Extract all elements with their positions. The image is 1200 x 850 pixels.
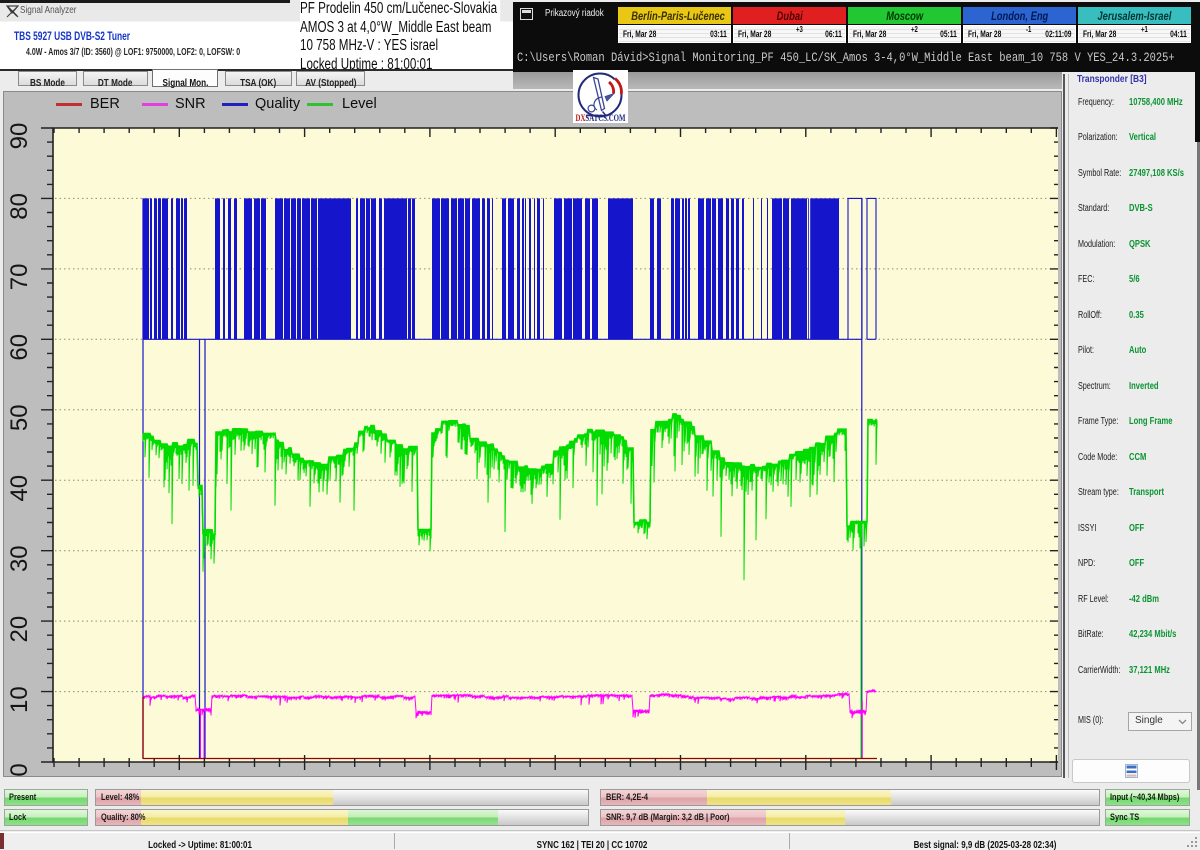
svg-text:30: 30 <box>6 545 33 572</box>
svg-text:90: 90 <box>6 123 33 150</box>
svg-text:50: 50 <box>6 404 33 431</box>
svg-text:60: 60 <box>6 334 33 361</box>
svg-text:40: 40 <box>6 475 33 502</box>
svg-text:10: 10 <box>6 686 33 713</box>
svg-text:DXSATCS.COM: DXSATCS.COM <box>576 114 626 123</box>
svg-text:0: 0 <box>6 763 33 776</box>
svg-text:80: 80 <box>6 193 33 220</box>
svg-text:20: 20 <box>6 616 33 643</box>
svg-text:70: 70 <box>6 264 33 291</box>
